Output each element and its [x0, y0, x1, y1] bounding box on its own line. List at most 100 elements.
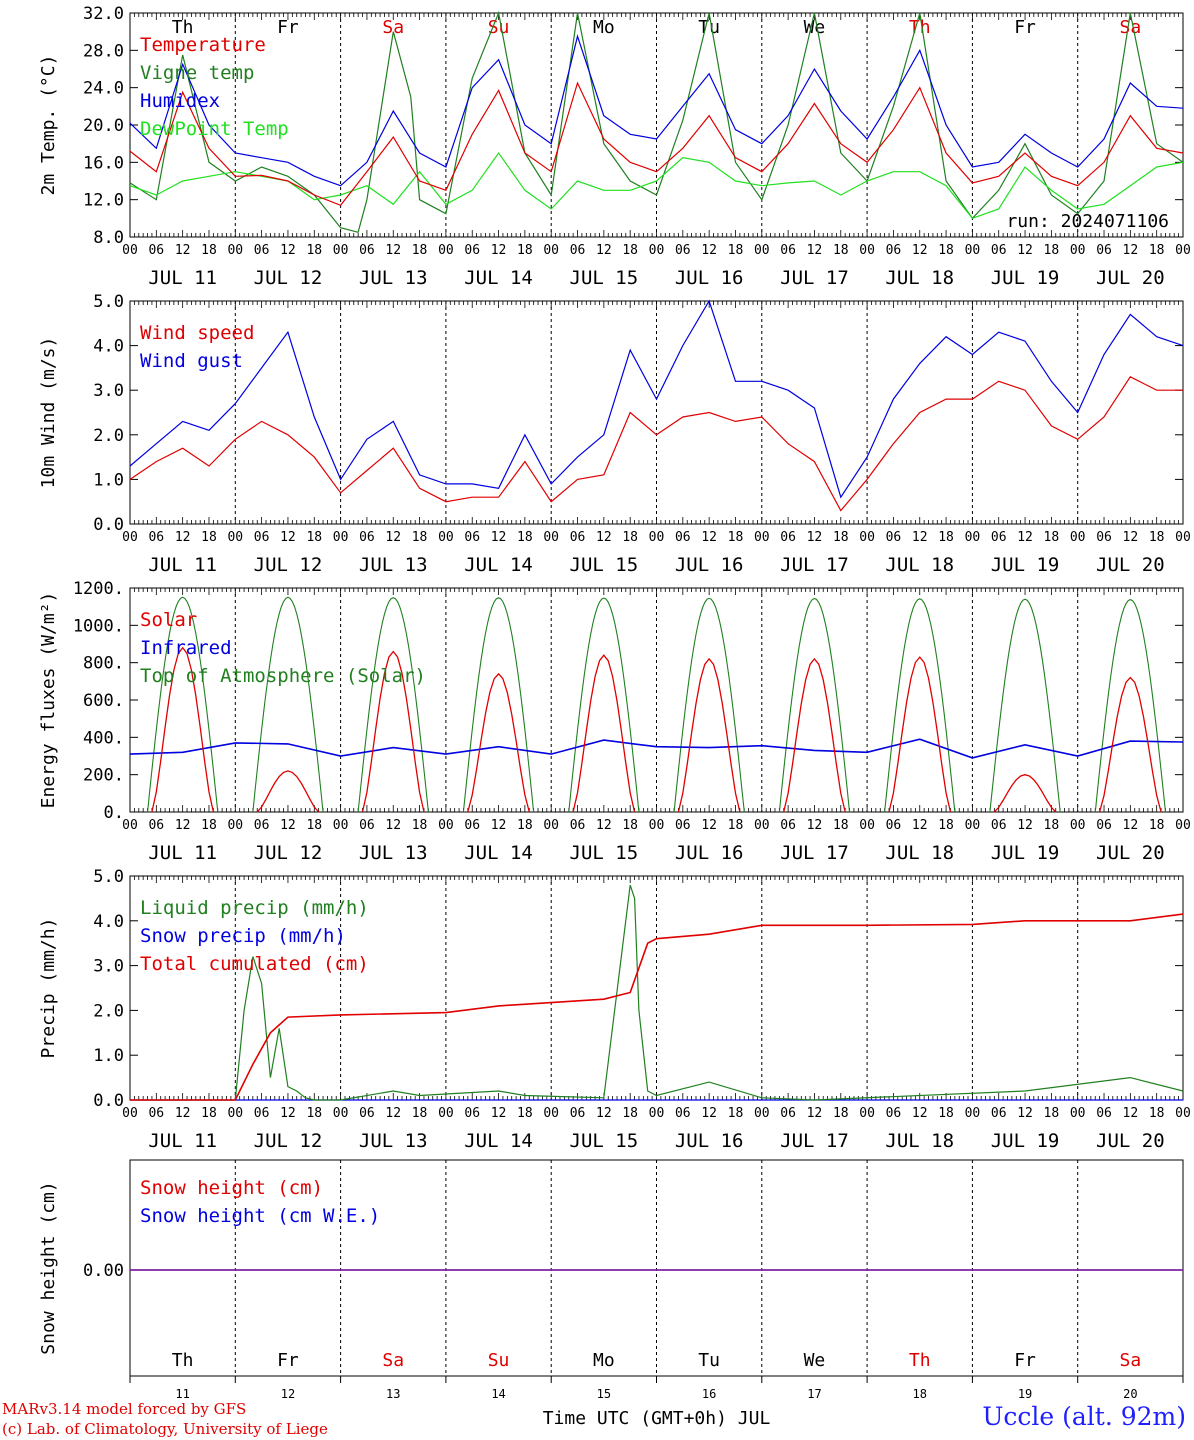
weekday-label: Th [172, 17, 194, 38]
hour-tick-label: 12 [807, 818, 823, 833]
weekday-label: Su [488, 17, 510, 38]
hour-tick-label: 00 [122, 530, 138, 545]
hour-tick-label: 18 [1149, 243, 1165, 258]
y-tick-label: 800. [83, 654, 124, 674]
hour-tick-label: 00 [543, 530, 559, 545]
y-tick-label: 4.0 [93, 912, 124, 932]
hour-tick-label: 18 [622, 818, 638, 833]
legend-wind-gust: Wind gust [140, 350, 243, 372]
plot-frame-2 [129, 300, 1184, 525]
hour-tick-label: 00 [1175, 1106, 1191, 1121]
legend-top-of-atmosphere-solar-: Top of Atmosphere (Solar) [140, 665, 426, 687]
date-label: JUL 11 [148, 842, 217, 864]
date-label: JUL 20 [1096, 267, 1165, 289]
solar-day-curve [151, 646, 215, 813]
hour-tick-label: 12 [280, 818, 296, 833]
date-label: JUL 19 [991, 842, 1060, 864]
series-line-wind-speed [129, 376, 1183, 512]
hour-tick-label: 12 [1123, 1106, 1139, 1121]
weekday-label: Su [488, 1350, 510, 1371]
hour-tick-label: 18 [622, 530, 638, 545]
toa-solar-bell [778, 597, 851, 813]
hour-tick-label: 12 [912, 818, 928, 833]
toa-solar-bell [462, 597, 535, 813]
hour-tick-label: 18 [1044, 1106, 1060, 1121]
hour-tick-label: 12 [175, 818, 191, 833]
y-tick-label: 0. [104, 803, 124, 823]
legend-infrared: Infrared [140, 637, 232, 659]
weekday-label: Fr [277, 1350, 299, 1371]
series-line-dewpoint-temp [129, 151, 1184, 220]
weekday-label: Sa [1120, 1350, 1142, 1371]
solar-day-curve [1098, 676, 1162, 813]
hour-tick-label: 00 [438, 1106, 454, 1121]
hour-tick-label: 00 [649, 530, 665, 545]
legend-snow-precip-mm-h-: Snow precip (mm/h) [140, 925, 346, 947]
hour-tick-label: 18 [728, 1106, 744, 1121]
hour-tick-label: 00 [438, 818, 454, 833]
hour-tick-label: 06 [464, 818, 480, 833]
hour-tick-label: 12 [701, 818, 717, 833]
date-label: JUL 15 [570, 554, 639, 576]
weekday-label: Sa [382, 1350, 404, 1371]
hour-tick-label: 18 [201, 530, 217, 545]
hour-tick-label: 12 [807, 243, 823, 258]
weekday-label: We [804, 1350, 826, 1371]
toa-solar-bell [147, 596, 219, 813]
series-line-total-cumulated-cm- [130, 913, 1184, 1101]
hour-tick-label: 12 [385, 818, 401, 833]
y-tick-label: 1000. [73, 616, 124, 636]
hour-tick-label: 18 [833, 1106, 849, 1121]
date-label: JUL 17 [780, 842, 849, 864]
legend-vigne-temp: Vigne temp [140, 62, 254, 84]
weekday-label: We [804, 17, 826, 38]
date-label: JUL 13 [359, 1130, 428, 1152]
date-label: JUL 19 [991, 554, 1060, 576]
y-tick-label: 0.00 [83, 1261, 124, 1281]
solar-day-curve [677, 657, 741, 813]
hour-tick-label: 00 [965, 1106, 981, 1121]
series-line-infrared [129, 738, 1184, 759]
hour-tick-label: 12 [280, 530, 296, 545]
hour-tick-label: 06 [570, 530, 586, 545]
hour-tick-label: 18 [1044, 818, 1060, 833]
hour-tick-label: 06 [780, 818, 796, 833]
hour-tick-label: 00 [965, 818, 981, 833]
hour-tick-label: 06 [254, 243, 270, 258]
y-tick-label: 400. [83, 728, 124, 748]
date-label: JUL 18 [885, 554, 954, 576]
hour-tick-label: 00 [227, 530, 243, 545]
hour-tick-label: 00 [754, 1106, 770, 1121]
hour-tick-label: 06 [359, 243, 375, 258]
hour-tick-label: 12 [912, 1106, 928, 1121]
hour-tick-label: 18 [201, 818, 217, 833]
hour-tick-label: 18 [1149, 530, 1165, 545]
hour-tick-label: 18 [517, 818, 533, 833]
hour-tick-label: 18 [306, 243, 322, 258]
hour-tick-label: 00 [333, 243, 349, 258]
toa-solar-bell [357, 597, 429, 813]
legend-snow-height-cm-: Snow height (cm) [140, 1177, 323, 1199]
hour-tick-label: 06 [886, 818, 902, 833]
hour-tick-label: 06 [254, 530, 270, 545]
hour-tick-label: 12 [175, 1106, 191, 1121]
date-label: JUL 17 [780, 554, 849, 576]
weekday-label: Fr [1014, 1350, 1036, 1371]
hour-tick-label: 00 [333, 818, 349, 833]
hour-tick-label: 00 [859, 1106, 875, 1121]
hour-tick-label: 18 [938, 530, 954, 545]
hour-tick-label: 00 [649, 243, 665, 258]
date-label: JUL 15 [570, 842, 639, 864]
hour-tick-label: 06 [359, 530, 375, 545]
hour-tick-label: 00 [122, 818, 138, 833]
y-tick-label: 200. [83, 766, 124, 786]
date-label: JUL 12 [254, 1130, 323, 1152]
hour-tick-label: 06 [359, 818, 375, 833]
station-name: Uccle (alt. 92m) [982, 1402, 1186, 1431]
weekday-label: Th [172, 1350, 194, 1371]
hour-tick-label: 18 [1044, 243, 1060, 258]
date-label: JUL 17 [780, 267, 849, 289]
hour-tick-label: 00 [543, 818, 559, 833]
y-axis-label: Snow height (cm) [38, 1181, 59, 1354]
hour-tick-label: 06 [570, 243, 586, 258]
